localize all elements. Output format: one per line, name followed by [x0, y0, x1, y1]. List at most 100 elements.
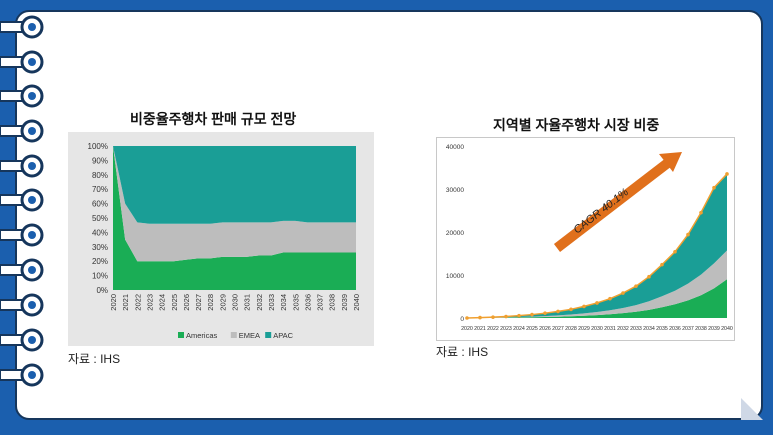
- binding-ring: [0, 188, 44, 212]
- y-tick-label: 90%: [92, 156, 108, 165]
- total-point: [543, 311, 547, 315]
- area-series-1: [467, 279, 727, 318]
- y-tick-label: 70%: [92, 185, 108, 194]
- x-tick-label: 2020: [109, 294, 118, 311]
- binding-ring: [0, 15, 44, 39]
- cagr-arrow: [553, 158, 673, 252]
- total-point: [647, 274, 651, 279]
- x-tick-label: 2040: [352, 294, 361, 311]
- legend-label: EMEA: [239, 331, 260, 340]
- y-tick-label: 30%: [92, 243, 108, 252]
- total-point: [608, 296, 612, 301]
- total-point: [699, 210, 703, 215]
- right-chart-source: 자료 : IHS: [436, 345, 489, 359]
- x-tick-label: 2027: [194, 294, 203, 311]
- left-chart-source: 자료 : IHS: [68, 352, 121, 366]
- area-series-3: [467, 173, 727, 318]
- x-tick-label: 2032: [617, 326, 629, 332]
- x-tick-label: 2039: [340, 294, 349, 311]
- total-point: [556, 309, 560, 314]
- x-tick-label: 2036: [669, 326, 681, 332]
- binding-ring: [0, 258, 44, 282]
- y-tick-label: 10%: [92, 272, 108, 281]
- total-point: [634, 284, 638, 288]
- binding-ring: [0, 223, 44, 247]
- binding-ring: [0, 293, 44, 317]
- x-tick-label: 2035: [291, 294, 300, 311]
- x-tick-label: 2032: [255, 294, 264, 311]
- binding-ring: [0, 328, 44, 352]
- total-point: [712, 185, 716, 190]
- total-point: [465, 316, 469, 320]
- x-tick-label: 2021: [121, 294, 130, 311]
- total-point: [725, 172, 729, 176]
- x-tick-label: 2031: [243, 294, 252, 311]
- binding-ring: [0, 50, 44, 74]
- y-tick-label: 40000: [446, 144, 464, 151]
- total-point: [517, 313, 521, 318]
- x-tick-label: 2025: [170, 294, 179, 311]
- total-point: [478, 315, 482, 320]
- legend-swatch: [230, 332, 237, 338]
- y-tick-label: 20000: [446, 230, 464, 237]
- x-tick-label: 2035: [656, 326, 668, 332]
- y-tick-label: 0: [460, 316, 464, 323]
- x-tick-label: 2030: [231, 294, 240, 311]
- x-tick-label: 2024: [513, 326, 525, 332]
- x-tick-label: 2037: [316, 294, 325, 311]
- y-tick-label: 30000: [446, 187, 464, 194]
- x-tick-label: 2031: [604, 326, 616, 332]
- x-tick-label: 2022: [133, 294, 142, 311]
- cagr-annotation: CAGR 40.1%: [571, 186, 631, 236]
- x-tick-label: 2029: [218, 294, 227, 311]
- area-series-emea: [113, 146, 356, 262]
- total-point: [660, 262, 664, 267]
- legend-swatch: [178, 332, 184, 338]
- y-tick-label: 100%: [88, 142, 108, 151]
- binding-ring: [0, 154, 44, 178]
- total-point: [569, 307, 573, 312]
- x-tick-label: 2023: [500, 326, 512, 332]
- x-tick-label: 2030: [591, 326, 603, 332]
- x-tick-label: 2037: [682, 326, 694, 332]
- x-tick-label: 2022: [487, 326, 499, 332]
- y-tick-label: 50%: [92, 214, 108, 223]
- right-chart-title: 지역별 자율주행차 시장 비중: [493, 117, 660, 133]
- total-point: [595, 301, 599, 305]
- left-chart-title: 비중율주행차 판매 규모 전망: [130, 111, 297, 127]
- x-tick-label: 2029: [578, 326, 590, 332]
- cagr-arrow-head: [659, 152, 682, 172]
- left-chart-svg: 0%10%20%30%40%50%60%70%80%90%100%2020 202…: [88, 142, 361, 340]
- x-tick-label: 2023: [145, 294, 154, 311]
- y-tick-label: 0%: [96, 286, 108, 295]
- binding-ring: [0, 363, 44, 387]
- x-tick-label: 2024: [158, 294, 167, 311]
- x-tick-label: 2034: [643, 326, 655, 332]
- left-chart-panel: 0% 10% 20% 30% 40% 50% 60% 70% 80% 90% 100% 2020 202…: [68, 132, 374, 346]
- x-tick-label: 2027: [552, 326, 564, 332]
- y-tick-label: 40%: [92, 228, 108, 237]
- x-tick-label: 2026: [539, 326, 551, 332]
- x-tick-label: 2026: [182, 294, 191, 311]
- y-tick-label: 10000: [446, 273, 464, 280]
- total-point: [530, 312, 534, 317]
- x-tick-label: 2039: [708, 326, 720, 332]
- x-tick-label: 2033: [267, 294, 276, 311]
- x-tick-label: 2034: [279, 294, 288, 311]
- page-fold: [741, 398, 763, 420]
- x-tick-label: 2020: [461, 326, 473, 332]
- x-tick-label: 2033: [630, 326, 642, 332]
- x-tick-label: 2028: [206, 294, 215, 311]
- y-tick-label: 60%: [92, 200, 108, 209]
- y-tick-label: 80%: [92, 171, 108, 180]
- x-tick-label: 2040: [721, 326, 733, 332]
- x-tick-label: 2038: [328, 294, 337, 311]
- y-tick-label: 20%: [92, 257, 108, 266]
- x-tick-label: 2036: [303, 294, 312, 311]
- total-point: [491, 315, 495, 319]
- x-tick-label: 2038: [695, 326, 707, 332]
- total-point: [504, 314, 508, 319]
- binding-ring: [0, 84, 44, 108]
- legend-label: APAC: [273, 331, 293, 340]
